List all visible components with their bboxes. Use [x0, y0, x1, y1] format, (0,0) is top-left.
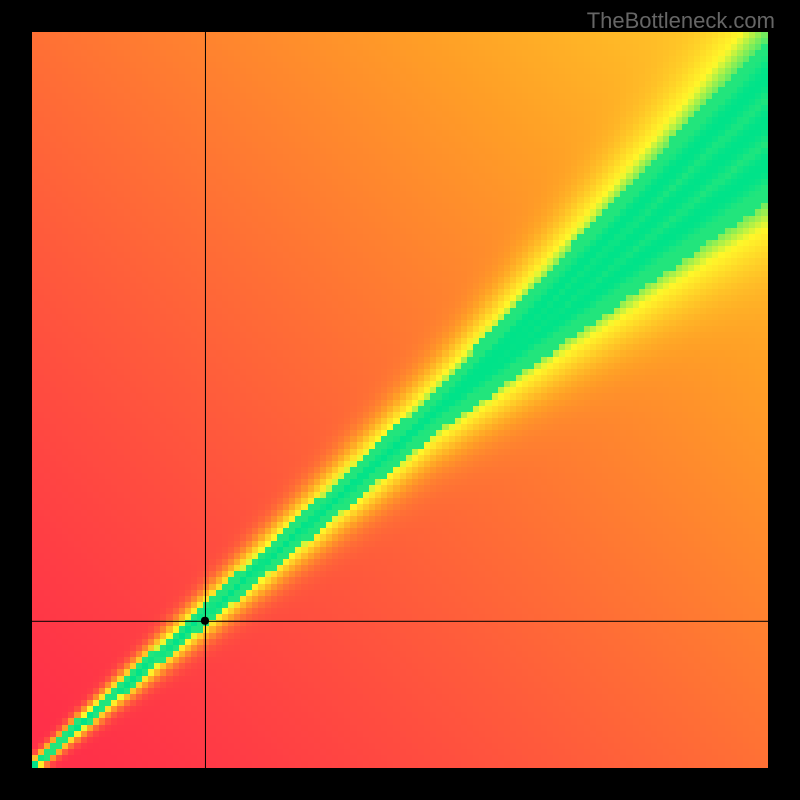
- watermark-text: TheBottleneck.com: [587, 8, 775, 34]
- chart-wrapper: TheBottleneck.com: [0, 0, 800, 800]
- bottleneck-heatmap: [32, 32, 768, 768]
